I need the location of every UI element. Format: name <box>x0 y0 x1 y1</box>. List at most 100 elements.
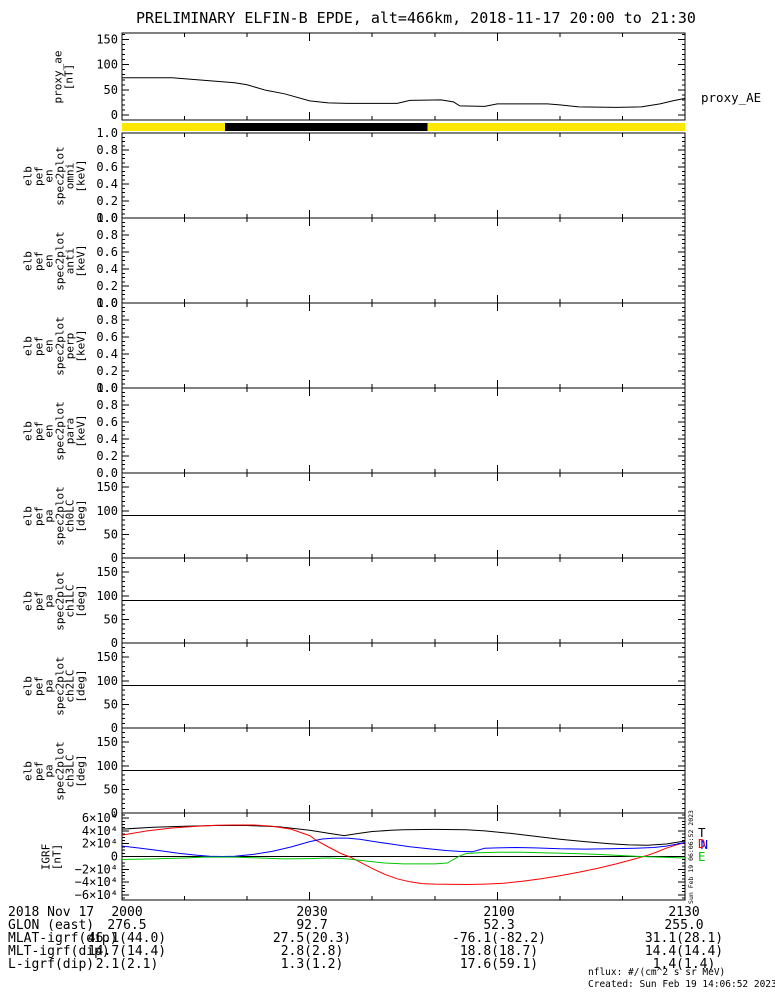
ytick-label: 0.0 <box>96 466 118 480</box>
ytick-label: 1.0 <box>96 211 118 225</box>
table-cell: 2000 <box>111 905 143 920</box>
ytick-label: 50 <box>104 612 118 626</box>
ylabel-elb_pef_en_spec2plot_omni: elb pef en spec2plot omni [keV] <box>22 146 88 206</box>
table-cell: 2030 <box>296 905 328 920</box>
ytick-label: 150 <box>96 565 118 579</box>
ytick-label: 50 <box>104 782 118 796</box>
ytick-label: 6×10⁴ <box>82 811 118 825</box>
page-title: PRELIMINARY ELFIN-B EPDE, alt=466km, 201… <box>136 9 696 27</box>
series-D <box>121 824 686 886</box>
panel-elb_pef_en_spec2plot_omni: 1.0 0.8 0.6 0.4 0.2 0.0 <box>96 126 686 225</box>
ylabel-elb_pef_en_spec2plot_perp: elb pef en spec2plot perp [keV] <box>22 316 88 376</box>
table-cell: -76.1(-82.2) <box>452 931 546 946</box>
ytick-label: 0.2 <box>96 449 118 463</box>
created-timestamp: Created: Sun Feb 19 14:06:52 2023 <box>588 979 775 990</box>
watermark-timestamp: Sun Feb 19 06:06:52 2023 <box>687 810 695 904</box>
ytick-label: 0 <box>111 636 118 650</box>
ytick-label: 0.4 <box>96 347 118 361</box>
ytick-label: 1.0 <box>96 296 118 310</box>
ytick-label: 1.0 <box>96 381 118 395</box>
table-cell: 2.1(2.1) <box>95 957 159 972</box>
series-N <box>121 837 686 858</box>
ytick-label: 0.6 <box>96 245 118 259</box>
table-cell: 17.6(59.1) <box>459 957 539 972</box>
ytick-label: 0.6 <box>96 160 118 174</box>
legend-N: N <box>701 837 709 852</box>
ylabel-line: [nT] <box>62 63 75 90</box>
ytick-label: 150 <box>96 480 118 494</box>
ylabel-elb_pef_en_spec2plot_anti: elb pef en spec2plot anti [keV] <box>22 231 88 291</box>
ylabel-elb_pef_pa_spec2plot_ch2LC: elb pef pa spec2plot ch2LC [deg] <box>22 656 88 716</box>
ytick-label: 1.0 <box>96 126 118 140</box>
panel-elb_pef_en_spec2plot_anti: 1.0 0.8 0.6 0.4 0.2 0.0 <box>96 211 686 310</box>
table-cell: 92.7 <box>296 918 328 933</box>
series-T <box>121 825 686 846</box>
ytick-label: 100 <box>96 589 118 603</box>
legend-E: E <box>698 849 706 864</box>
ytick-label: 0.2 <box>96 194 118 208</box>
ytick-label: 0 <box>111 850 118 864</box>
table-row-label: MLAT-igrf(dip) <box>8 931 118 946</box>
ylabel-line: [keV] <box>74 328 87 363</box>
ytick-label: 50 <box>104 697 118 711</box>
ytick-label: 150 <box>96 33 118 47</box>
ytick-label: 50 <box>104 527 118 541</box>
ytick-label: 0.8 <box>96 313 118 327</box>
ylabel-line: [deg] <box>74 753 87 788</box>
ytick-label: 0.0 <box>96 381 118 395</box>
ylabel-line: [deg] <box>74 498 87 533</box>
panel-elb_pef_pa_spec2plot_ch2LC: 150 100 50 0 <box>96 642 686 735</box>
ylabel-line: [keV] <box>74 158 87 193</box>
ylabel-line: [keV] <box>74 413 87 448</box>
ytick-label: 100 <box>96 58 118 72</box>
ylabel-elb_pef_pa_spec2plot_ch1LC: elb pef pa spec2plot ch1LC [deg] <box>22 571 88 631</box>
ylabel-line: [deg] <box>74 668 87 703</box>
ylabel-line: [keV] <box>74 243 87 278</box>
series-proxy_AE <box>122 77 686 108</box>
ytick-label: 0.2 <box>96 364 118 378</box>
ytick-label: 100 <box>96 504 118 518</box>
ytick-label: 0 <box>111 108 118 122</box>
ytick-label: 150 <box>96 650 118 664</box>
ytick-label: 100 <box>96 759 118 773</box>
ytick-label: 0.8 <box>96 228 118 242</box>
ytick-label: 0 <box>111 551 118 565</box>
table-cell: 27.5(20.3) <box>272 931 352 946</box>
table-cell: 276.5 <box>107 918 147 933</box>
ylabel-elb_pef_pa_spec2plot_ch3LC: elb pef pa spec2plot ch3LC [deg] <box>22 741 88 801</box>
table-cell: 14.4(14.4) <box>644 944 724 959</box>
availability-bar <box>122 123 685 131</box>
table-cell: 1.4(1.4) <box>652 957 716 972</box>
ytick-label: −4×10⁴ <box>75 875 118 889</box>
ytick-label: 100 <box>96 674 118 688</box>
table-cell: 46.1(44.0) <box>87 931 167 946</box>
ylabel-igrf: IGRF [nT] <box>40 843 64 870</box>
ytick-label: 0.6 <box>96 415 118 429</box>
ylabel-line: [nT] <box>50 843 63 870</box>
ytick-label: 0.6 <box>96 330 118 344</box>
ytick-label: 0 <box>111 721 118 735</box>
table-cell: 1.3(1.2) <box>280 957 344 972</box>
panel-elb_pef_pa_spec2plot_ch0LC: 150 100 50 0 <box>96 472 686 565</box>
ytick-label: −2×10⁴ <box>75 862 118 876</box>
panel-elb_pef_en_spec2plot_para: 1.0 0.8 0.6 0.4 0.2 0.0 <box>96 381 686 480</box>
ytick-label: −6×10⁴ <box>75 888 118 902</box>
ytick-label: 0.0 <box>96 211 118 225</box>
ylabel-proxy_ae: proxy_ae [nT] <box>52 50 76 103</box>
ytick-label: 0.8 <box>96 143 118 157</box>
table-cell: 2100 <box>483 905 515 920</box>
ytick-label: 0.4 <box>96 177 118 191</box>
table-cell: 18.8(18.7) <box>459 944 539 959</box>
table-row-label: MLT-igrf(dip) <box>8 944 110 959</box>
ytick-label: 50 <box>104 83 118 97</box>
panel-elb_pef_pa_spec2plot_ch3LC: 150 100 50 0 <box>96 727 686 820</box>
table-cell: 2130 <box>668 905 700 920</box>
series-E <box>121 851 686 865</box>
table-row-label: L-igrf(dip) <box>8 957 95 972</box>
table-cell: 52.3 <box>483 918 515 933</box>
ylabel-elb_pef_pa_spec2plot_ch0LC: elb pef pa spec2plot ch0LC [deg] <box>22 486 88 546</box>
